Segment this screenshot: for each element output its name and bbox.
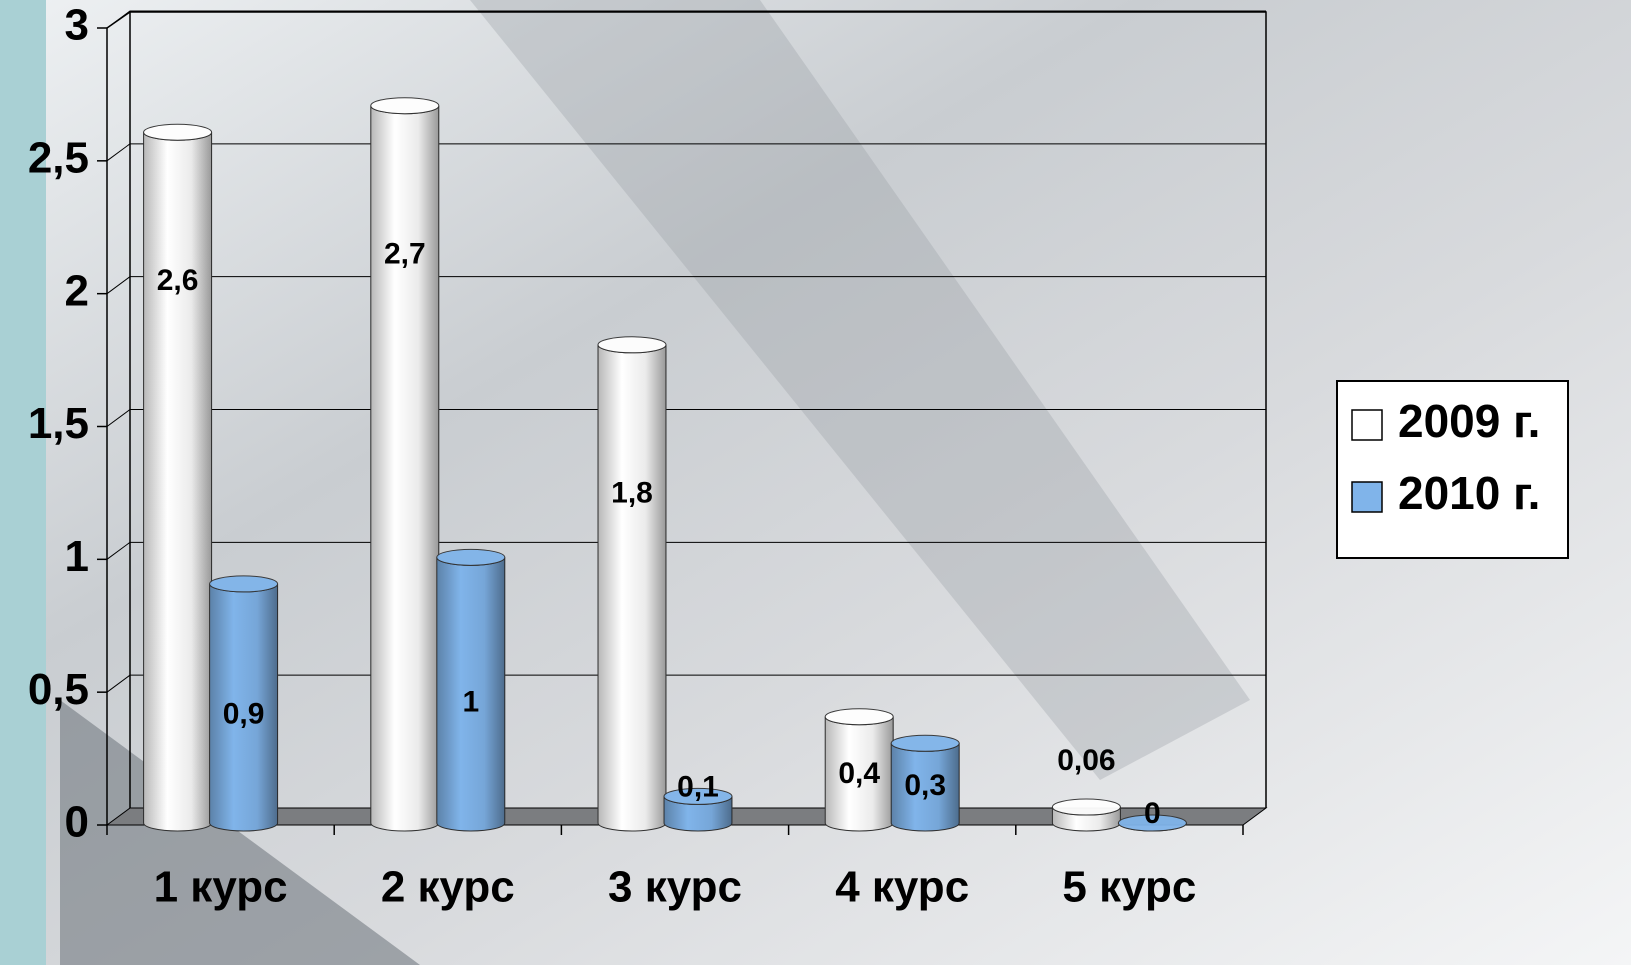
- x-tick-label: 4 курс: [835, 863, 969, 912]
- page: 0 0,5 1 1,5 2 2,5 3 1 курс 2 курс 3 курс 4 курс 5 к…: [0, 0, 1631, 965]
- value-label: 2,6: [157, 264, 199, 297]
- bar-top: [144, 124, 212, 140]
- value-label: 1,8: [611, 477, 653, 510]
- x-tick-label: 5 курс: [1062, 863, 1196, 912]
- x-tick-label: 2 курс: [381, 863, 515, 912]
- x-tick-label: 3 курс: [608, 863, 742, 912]
- bar-shade: [144, 132, 212, 831]
- bar-top: [210, 576, 278, 592]
- y-tick-label: 0: [65, 798, 89, 847]
- value-label: 2,7: [384, 238, 426, 271]
- value-label: 0,1: [677, 770, 719, 803]
- y-tick-label: 2,5: [28, 133, 89, 182]
- chart: 0 0,5 1 1,5 2 2,5 3 1 курс 2 курс 3 курс 4 курс 5 к…: [0, 0, 1631, 965]
- x-tick-label: 1 курс: [154, 863, 288, 912]
- bar-shade: [598, 345, 666, 831]
- y-tick-label: 0,5: [28, 665, 89, 714]
- bar-top: [1052, 799, 1120, 815]
- bar-top: [825, 709, 893, 725]
- value-label: 0,4: [838, 757, 880, 790]
- legend-swatch: [1352, 410, 1382, 440]
- bar-top: [891, 735, 959, 751]
- legend-swatch: [1352, 482, 1382, 512]
- bar-top: [371, 98, 439, 114]
- value-label: 0,3: [904, 769, 946, 802]
- y-tick-label: 1: [65, 532, 89, 581]
- value-label: 1: [462, 685, 479, 718]
- y-tick-label: 2: [65, 266, 89, 315]
- legend-label: 2009 г.: [1398, 395, 1540, 447]
- legend-label: 2010 г.: [1398, 467, 1540, 519]
- value-label: 0,9: [223, 697, 265, 730]
- bar-shade: [371, 106, 439, 831]
- y-tick-label: 1,5: [28, 399, 89, 448]
- y-tick-label: 3: [65, 1, 89, 50]
- value-label: 0,06: [1057, 744, 1115, 777]
- bar-top: [598, 337, 666, 353]
- bar-top: [437, 549, 505, 565]
- value-label: 0: [1144, 797, 1161, 830]
